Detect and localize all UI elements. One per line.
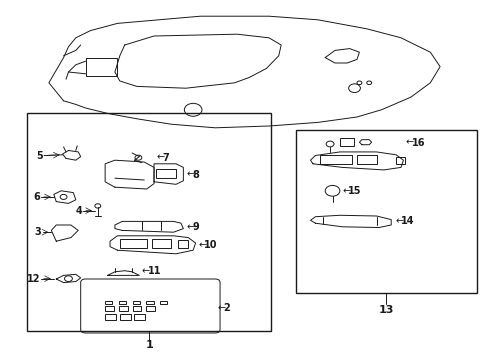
Text: 11: 11 [147,266,161,276]
Text: 10: 10 [204,240,218,250]
Text: 12: 12 [26,274,40,284]
Bar [320,155,351,164]
Text: 16: 16 [411,138,425,148]
Text: ←: ← [198,240,206,250]
Text: 14: 14 [400,216,414,226]
Text: 1: 1 [145,340,153,350]
Bar [339,138,353,146]
Bar [105,306,114,311]
Text: 4: 4 [75,206,82,216]
Bar [395,157,404,164]
Bar [119,306,127,311]
Text: 3: 3 [35,227,41,237]
Text: ←: ← [186,170,195,180]
Bar [119,301,126,304]
Text: 8: 8 [192,170,199,180]
Text: ←: ← [394,216,403,226]
Bar [120,314,130,320]
Circle shape [366,81,371,85]
Text: ←: ← [217,303,225,313]
Bar [356,155,376,164]
Text: 9: 9 [192,222,199,232]
Bar [85,58,117,76]
Bar [295,130,476,293]
Text: ←: ← [405,138,413,148]
Bar [120,239,146,248]
Bar [105,314,116,320]
Bar [156,169,176,178]
Circle shape [356,81,361,85]
Text: 2: 2 [223,303,230,313]
Text: 15: 15 [347,186,361,196]
Bar [132,301,140,304]
Text: ←: ← [156,153,164,163]
Bar [146,301,153,304]
Text: ←: ← [342,186,350,196]
Bar [160,301,167,304]
Bar [178,240,188,248]
Bar [105,301,112,304]
Bar [146,306,155,311]
Bar [27,113,271,331]
Text: 6: 6 [33,192,40,202]
Bar [132,306,141,311]
Text: 7: 7 [162,153,169,163]
Bar [151,239,171,248]
Text: 13: 13 [378,305,393,315]
Bar [134,314,145,320]
Text: ←: ← [142,266,150,276]
Text: ←: ← [186,222,195,232]
Text: 5: 5 [36,150,43,161]
